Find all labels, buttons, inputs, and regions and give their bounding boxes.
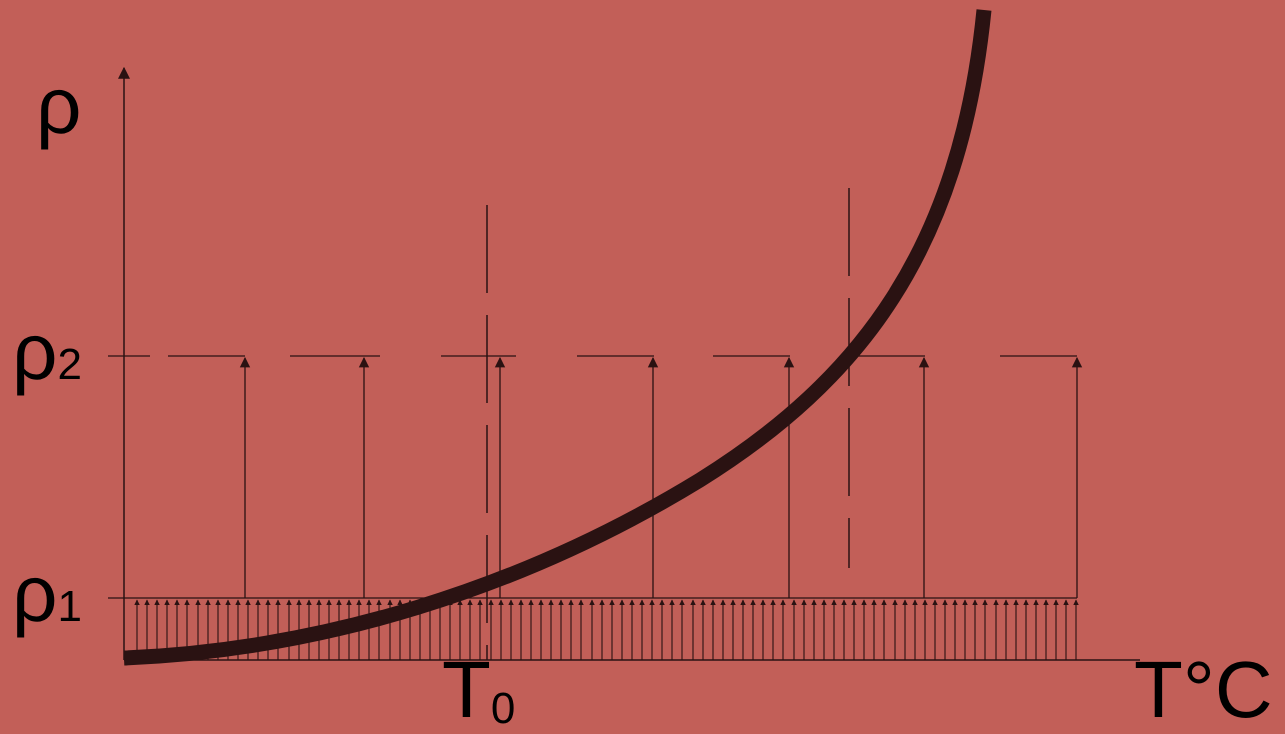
- short-arrow-comb: [134, 599, 1079, 660]
- tall-pulse-arrows: [239, 356, 1083, 598]
- x-axis-label: T°C: [1134, 645, 1273, 734]
- rho1-label: ρ1: [12, 549, 82, 638]
- resistivity-curve: [123, 9, 992, 666]
- y-axis-label: ρ: [36, 61, 82, 150]
- rho2-label: ρ2: [12, 307, 82, 396]
- t0-label: T0: [442, 645, 516, 734]
